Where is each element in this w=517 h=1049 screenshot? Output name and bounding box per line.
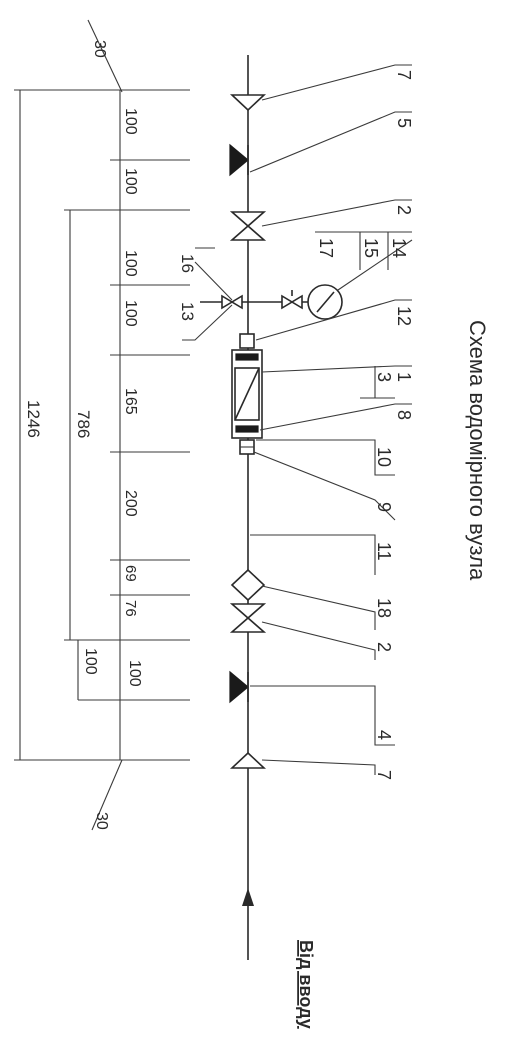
gate-valve-top-symbol — [229, 211, 267, 228]
meter-union-top — [235, 353, 259, 361]
callout-16: 16 — [178, 254, 197, 273]
gate-valve-bottom-symbol — [229, 603, 267, 620]
callout-12: 12 — [394, 306, 414, 326]
callout-17: 17 — [316, 238, 336, 258]
callout-13: 13 — [178, 302, 197, 321]
dim-seg-4: 100 — [122, 300, 139, 327]
inlet-label: Від вводу — [296, 940, 316, 1029]
filter-symbol — [230, 568, 266, 602]
check-valve-bottom-symbol — [229, 670, 249, 704]
meter-union-bottom — [235, 425, 259, 433]
check-valve-symbol — [229, 143, 249, 177]
inlet-arrow-head — [242, 888, 254, 906]
dim-middle-786: 786 — [74, 410, 93, 438]
tap-valve-left — [221, 294, 234, 310]
callout-11: 11 — [374, 542, 394, 561]
callout-3: 3 — [374, 372, 394, 382]
bottom-valve-symbol — [229, 751, 267, 769]
dim-side-100: 100 — [82, 648, 99, 675]
dim-seg-5: 165 — [122, 388, 139, 415]
dim-top-30: 30 — [91, 40, 108, 58]
callout-7-top: 7 — [394, 70, 414, 80]
dim-seg-3: 100 — [122, 250, 139, 277]
tap-valve-right — [281, 294, 294, 310]
callout-7-bottom: 7 — [374, 770, 394, 780]
dim-seg-1: 100 — [122, 108, 139, 135]
callout-5: 5 — [394, 118, 414, 128]
dim-overall-1246: 1246 — [24, 400, 43, 438]
callout-10: 10 — [374, 447, 394, 467]
callout-2-top: 2 — [394, 205, 414, 215]
dim-seg-2: 100 — [122, 168, 139, 195]
callout-9: 9 — [374, 502, 394, 512]
dim-seg-9: 100 — [126, 660, 143, 687]
callout-1: 1 — [394, 372, 414, 382]
callout-4: 4 — [374, 730, 394, 740]
scheme-title: Схема водомірного вузла — [465, 320, 490, 581]
water-meter-diagonal — [234, 367, 260, 421]
callout-8: 8 — [394, 410, 414, 420]
dim-seg-7: 69 — [122, 565, 139, 582]
callout-18: 18 — [374, 598, 394, 618]
coupling-top — [239, 333, 255, 349]
callout-2-bottom: 2 — [374, 642, 394, 652]
callout-15: 15 — [361, 238, 381, 258]
dim-seg-8: 76 — [122, 600, 139, 617]
callout-14: 14 — [389, 238, 409, 258]
dim-bottom-30: 30 — [93, 812, 110, 830]
dim-seg-6: 200 — [122, 490, 139, 517]
top-valve-symbol — [229, 94, 267, 112]
gauge-needle — [316, 291, 335, 313]
gate-valve-top-symbol-lower — [229, 224, 267, 241]
